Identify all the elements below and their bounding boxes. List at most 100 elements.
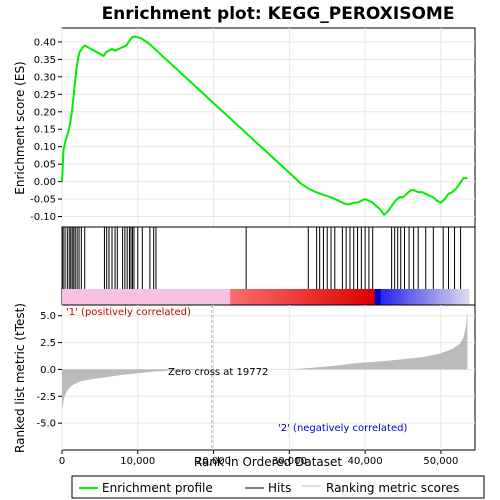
rank-color-segment xyxy=(328,289,331,305)
rank-color-segment xyxy=(348,289,351,305)
rank-color-segment xyxy=(375,289,378,305)
chart-title: Enrichment plot: KEGG_PEROXISOME xyxy=(102,4,455,24)
rank-color-segment xyxy=(156,289,159,305)
rank-color-segment xyxy=(80,289,83,305)
rank-color-segment xyxy=(322,289,325,305)
positive-correlation-label: '1' (positively correlated) xyxy=(66,307,191,318)
rank-color-segment xyxy=(413,289,416,305)
rank-color-segment xyxy=(307,289,310,305)
rank-color-segment xyxy=(289,289,292,305)
rank-color-segment xyxy=(448,289,451,305)
rank-color-segment xyxy=(112,289,115,305)
rank-color-segment xyxy=(283,289,286,305)
rank-color-segment xyxy=(395,289,398,305)
rank-color-segment xyxy=(227,289,230,305)
rank-color-segment xyxy=(425,289,428,305)
rank-color-segment xyxy=(274,289,277,305)
es-tick-label: 0.10 xyxy=(34,142,56,153)
rank-color-segment xyxy=(440,289,443,305)
es-tick-label: 0.05 xyxy=(34,160,56,171)
rank-color-segment xyxy=(62,289,65,305)
es-tick-label: 0.40 xyxy=(34,37,56,48)
rank-color-segment xyxy=(201,289,204,305)
rank-color-segment xyxy=(239,289,242,305)
rank-color-segment xyxy=(351,289,354,305)
rank-color-segment xyxy=(210,289,213,305)
rank-color-segment xyxy=(313,289,316,305)
rank-color-segment xyxy=(381,289,384,305)
rank-color-segment xyxy=(77,289,80,305)
rank-color-segment xyxy=(236,289,239,305)
rank-color-segment xyxy=(330,289,333,305)
x-axis-label: Rank in Ordered Dataset xyxy=(194,455,342,469)
rank-color-segment xyxy=(446,289,449,305)
rank-color-segment xyxy=(74,289,77,305)
rank-color-segment xyxy=(428,289,431,305)
rank-color-segment xyxy=(410,289,413,305)
rank-color-segment xyxy=(174,289,177,305)
es-tick-label: 0.35 xyxy=(34,55,56,66)
rank-color-segment xyxy=(177,289,180,305)
rank-color-segment xyxy=(372,289,375,305)
rank-color-segment xyxy=(162,289,165,305)
negative-correlation-label: '2' (negatively correlated) xyxy=(278,423,407,434)
es-panel-frame xyxy=(62,28,475,227)
rank-color-segment xyxy=(145,289,148,305)
es-tick-label: -0.10 xyxy=(30,212,56,223)
rank-color-segment xyxy=(100,289,103,305)
rank-color-segment xyxy=(431,289,434,305)
rank-color-segment xyxy=(97,289,100,305)
x-tick-label: 0 xyxy=(59,456,65,467)
rank-color-segment xyxy=(224,289,227,305)
legend-label-metric: Ranking metric scores xyxy=(326,481,459,495)
metric-y-ticks: -5.0 -2.5 0.0 2.5 5.0 xyxy=(36,311,62,429)
rank-color-segment xyxy=(298,289,301,305)
rank-color-segment xyxy=(260,289,263,305)
rank-color-segment xyxy=(92,289,95,305)
rank-color-segment xyxy=(310,289,313,305)
rank-color-segment xyxy=(65,289,68,305)
rank-color-segment xyxy=(142,289,145,305)
rank-color-segment xyxy=(139,289,142,305)
rank-color-segment xyxy=(215,289,218,305)
rank-color-segment xyxy=(392,289,395,305)
rank-color-segment xyxy=(437,289,440,305)
rank-color-segment xyxy=(159,289,162,305)
metric-tick-label: -5.0 xyxy=(36,419,56,430)
rank-color-segment xyxy=(451,289,454,305)
rank-color-segment xyxy=(189,289,192,305)
rank-color-segment xyxy=(109,289,112,305)
rank-color-segment xyxy=(86,289,89,305)
rank-color-segment xyxy=(269,289,272,305)
rank-color-segment xyxy=(463,289,466,305)
metric-tick-label: 5.0 xyxy=(40,311,56,322)
rank-color-segment xyxy=(192,289,195,305)
rank-color-segment xyxy=(325,289,328,305)
rank-color-segment xyxy=(165,289,168,305)
rank-color-segment xyxy=(422,289,425,305)
rank-color-segment xyxy=(245,289,248,305)
rank-color-segment xyxy=(354,289,357,305)
rank-color-segment xyxy=(398,289,401,305)
rank-color-segment xyxy=(443,289,446,305)
rank-color-segment xyxy=(360,289,363,305)
rank-color-segment xyxy=(357,289,360,305)
rank-color-segment xyxy=(257,289,260,305)
rank-color-segment xyxy=(271,289,274,305)
hits-panel xyxy=(62,227,475,305)
legend-label-enrichment: Enrichment profile xyxy=(102,481,213,495)
rank-color-segment xyxy=(419,289,422,305)
ranked-metric-panel: -5.0 -2.5 0.0 2.5 5.0 '1' (positively correl… xyxy=(13,303,475,453)
rank-color-segment xyxy=(401,289,404,305)
es-tick-label: 0.00 xyxy=(34,177,56,188)
es-tick-label: -0.05 xyxy=(30,195,56,206)
rank-color-segment xyxy=(466,289,469,305)
rank-color-segment xyxy=(295,289,298,305)
rank-color-segment xyxy=(387,289,390,305)
rank-color-segment xyxy=(304,289,307,305)
rank-color-segment xyxy=(106,289,109,305)
rank-color-segment xyxy=(83,289,86,305)
rank-color-segment xyxy=(121,289,124,305)
rank-color-segment xyxy=(198,289,201,305)
